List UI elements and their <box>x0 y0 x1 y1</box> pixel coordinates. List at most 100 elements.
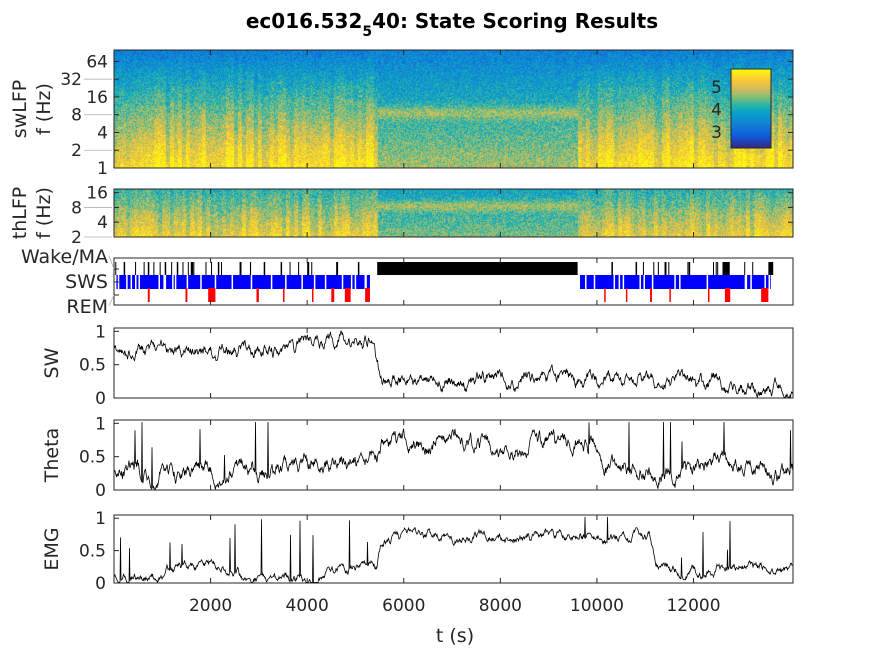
wake-blip <box>642 262 644 275</box>
sws-gap <box>364 275 367 289</box>
rem-epoch <box>365 288 370 302</box>
rem-epoch <box>185 288 188 302</box>
wake-blip <box>715 262 717 275</box>
wake-blip <box>153 262 155 275</box>
y-tick-label: 0 <box>95 574 106 594</box>
rem-epoch <box>344 288 351 302</box>
sws-gap <box>130 275 133 289</box>
theta-trace <box>113 421 794 490</box>
sws-gap <box>354 275 357 289</box>
state-tick-label: SWS <box>65 271 108 293</box>
sws-gap <box>365 275 367 289</box>
wake-blip <box>135 262 137 275</box>
x-tick-label: 12000 <box>666 596 720 616</box>
y-tick-label: 16 <box>86 88 108 108</box>
sws-gap <box>126 275 128 289</box>
wake-blip <box>211 262 213 275</box>
wake-blip <box>311 262 313 275</box>
wake-blip <box>657 262 659 275</box>
swlfp-axes-frame <box>113 49 794 169</box>
colorbar-tick-label: 4 <box>711 101 722 121</box>
rem-epoch <box>604 288 606 302</box>
wake-blip <box>193 262 195 275</box>
wake-epoch <box>635 262 638 275</box>
sws-gap <box>706 275 709 289</box>
y-tick-label: 2 <box>71 141 82 161</box>
y-tick-label: 0 <box>95 481 106 501</box>
colorbar-frame <box>730 68 772 149</box>
rem-epoch <box>312 288 314 302</box>
sw-ylabel: SW <box>41 347 63 378</box>
wake-epoch <box>722 262 730 275</box>
wake-blip <box>687 262 689 275</box>
colorbar-tick-label: 3 <box>711 123 722 143</box>
sws-gap <box>200 275 202 289</box>
y-tick-label: 0 <box>95 389 106 409</box>
wake-epoch <box>164 262 167 275</box>
wake-epoch <box>176 262 179 275</box>
sws-gap <box>750 275 752 289</box>
sws-gap <box>651 275 654 289</box>
wake-blip <box>308 262 310 275</box>
y-tick-label: 32 <box>60 70 82 90</box>
sws-gap <box>593 275 596 289</box>
y-tick-label: 1 <box>95 509 106 529</box>
sws-gap <box>745 275 748 289</box>
sws-gap <box>324 275 327 289</box>
thlfp-ylabel: thLFP <box>9 187 31 239</box>
x-tick-label: 4000 <box>286 596 329 616</box>
sws-gap <box>643 275 645 289</box>
wake-epoch <box>768 262 774 275</box>
wake-blip <box>713 262 715 275</box>
sws-gap <box>768 275 771 289</box>
state-label-leader <box>108 255 115 270</box>
wake-blip <box>159 262 161 275</box>
sws-gap <box>214 275 217 289</box>
sws-gap <box>138 275 140 289</box>
thlfp-axes-frame <box>113 188 794 238</box>
wake-blip <box>752 262 754 275</box>
emg-ylabel: EMG <box>41 527 63 570</box>
wake-blip <box>250 262 252 275</box>
sws-gap <box>585 275 587 289</box>
sws-gap <box>679 275 681 289</box>
y-tick-label: 4 <box>97 213 108 233</box>
state-tick-label: REM <box>66 296 108 318</box>
sws-gap <box>639 275 641 289</box>
sws-gap <box>764 275 766 289</box>
x-tick-label: 10000 <box>570 596 624 616</box>
rem-epoch <box>256 288 259 302</box>
wake-epoch <box>664 262 667 275</box>
x-tick-label: 8000 <box>479 596 522 616</box>
sws-gap <box>674 275 676 289</box>
y-tick-label: 1 <box>95 322 106 342</box>
colorbar-tick-label: 5 <box>711 78 722 98</box>
swlfp-ylabel: swLFP <box>9 80 31 138</box>
sws-gap <box>231 275 234 289</box>
rem-epoch <box>625 288 628 302</box>
wake-epoch <box>147 262 150 275</box>
sws-gap <box>186 275 189 289</box>
wake-blip <box>717 262 719 275</box>
wake-epoch <box>377 262 578 275</box>
rem-epoch <box>283 288 285 302</box>
thlfp-spectrogram <box>114 189 793 237</box>
y-tick-label: 1 <box>97 159 108 179</box>
sws-gap <box>164 275 167 289</box>
sw-axes-frame <box>113 327 794 399</box>
emg-axes-frame <box>113 514 794 584</box>
wake-epoch <box>123 262 126 275</box>
wake-blip <box>190 262 192 275</box>
sws-gap <box>163 275 165 289</box>
theta-ylabel: Theta <box>41 428 63 483</box>
y-tick-label: 8 <box>71 106 82 126</box>
state-label-leader <box>108 294 115 307</box>
sws-gap <box>622 275 625 289</box>
wake-blip <box>298 262 300 275</box>
sws-gap <box>618 275 621 289</box>
sws-gap <box>135 275 137 289</box>
sws-epoch <box>116 275 370 289</box>
sws-gap <box>744 275 747 289</box>
